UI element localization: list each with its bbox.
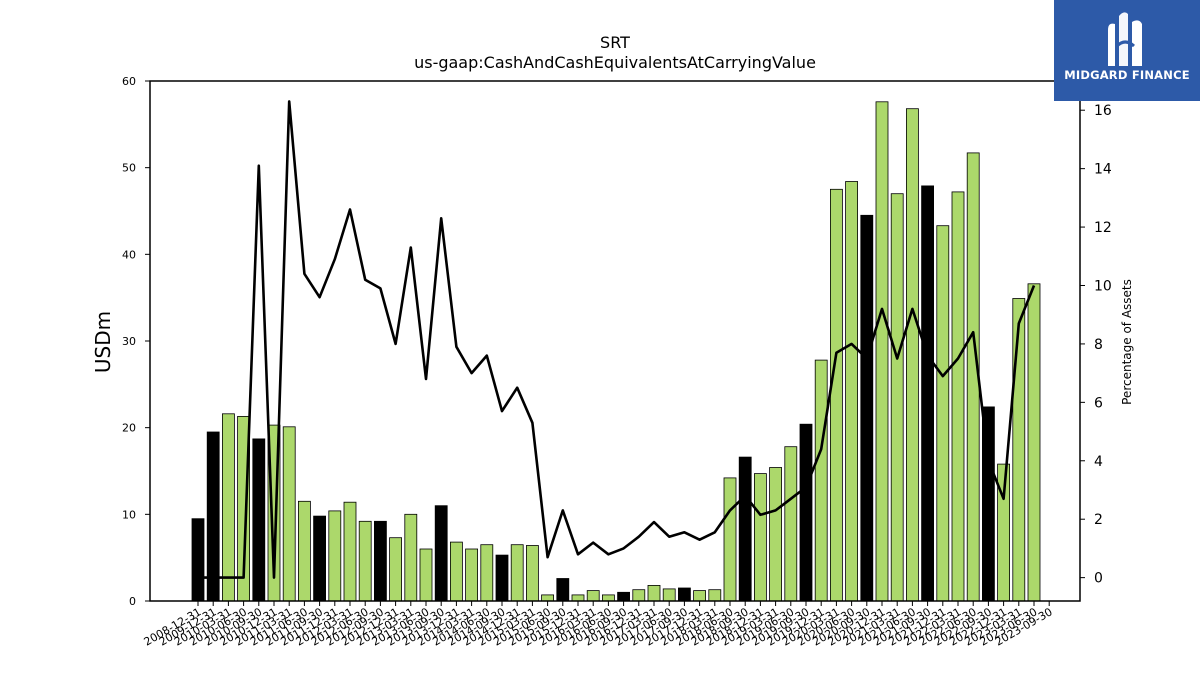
bar [495, 554, 509, 602]
y2-tick-label: 10 [1094, 278, 1112, 294]
bar [586, 590, 600, 602]
bar [617, 591, 630, 602]
logo-text: MIDGARD FINANCE [1064, 68, 1190, 82]
y2-tick-label: 12 [1094, 220, 1112, 236]
bar [693, 590, 706, 602]
bar [328, 510, 342, 602]
bar [754, 473, 767, 602]
bar [1012, 298, 1026, 602]
bar [921, 185, 934, 602]
bar [784, 446, 798, 602]
bar [602, 594, 615, 602]
bar [906, 108, 919, 602]
percentage-line [198, 100, 1036, 579]
y2-tick-label: 4 [1094, 454, 1103, 470]
y2-tick-label: 16 [1094, 103, 1112, 119]
bar [206, 431, 220, 602]
bar [449, 541, 463, 602]
y2-tick-label: 0 [1094, 571, 1103, 587]
bar [404, 513, 418, 602]
y-axis-right: 0 2 4 6 8 10 12 14 16 [1080, 103, 1112, 587]
bar [769, 467, 782, 602]
bar [860, 214, 874, 602]
midgard-logo-icon [1108, 12, 1142, 67]
bar [875, 101, 889, 602]
y2-axis-label: Percentage of Assets [1120, 279, 1134, 405]
bar [571, 594, 585, 602]
bar [389, 537, 403, 602]
bar [1027, 283, 1041, 602]
bar [799, 423, 813, 602]
y-tick-label: 20 [122, 422, 136, 435]
y2-tick-label: 8 [1094, 337, 1103, 353]
x-axis: 2008-12-312009-12-312010-03-312010-06-30… [142, 601, 1055, 649]
bar [678, 587, 691, 602]
bar [373, 520, 387, 602]
bar [662, 588, 676, 602]
bar [191, 518, 205, 602]
bar [632, 589, 646, 602]
y2-tick-label: 6 [1094, 395, 1103, 411]
y-axis-label: USDm [91, 311, 115, 373]
bar [419, 548, 433, 602]
y2-tick-label: 2 [1094, 512, 1103, 528]
bar [647, 585, 661, 602]
bar [343, 501, 357, 602]
y-tick-label: 60 [122, 75, 136, 88]
bar [830, 188, 843, 602]
bar [510, 544, 524, 602]
chart-title: SRT [600, 33, 630, 52]
bar [297, 500, 311, 602]
bar [434, 505, 448, 602]
percentage-line-series [198, 100, 1036, 579]
bar [358, 520, 372, 602]
bar [252, 438, 266, 602]
y2-tick-label: 14 [1094, 162, 1112, 178]
bar [738, 456, 752, 602]
bar [556, 578, 570, 602]
bar [526, 545, 539, 602]
bar [951, 191, 965, 602]
bar [541, 594, 554, 602]
bar [313, 515, 327, 602]
y-tick-label: 50 [122, 162, 136, 175]
bar [936, 225, 950, 602]
bar [890, 193, 904, 602]
y-tick-label: 0 [129, 595, 136, 608]
bar [814, 359, 828, 602]
bar [723, 477, 737, 602]
logo: MIDGARD FINANCE [1054, 0, 1200, 101]
y-tick-label: 10 [122, 508, 136, 521]
bar [708, 589, 722, 602]
bar [480, 544, 494, 602]
y-axis-left: 0 10 20 30 40 50 60 [122, 75, 150, 608]
chart-subtitle: us-gaap:CashAndCashEquivalentsAtCarrying… [414, 53, 816, 72]
y-tick-label: 30 [122, 335, 136, 348]
y-tick-label: 40 [122, 248, 136, 261]
bar [282, 426, 296, 602]
bar [845, 181, 858, 602]
bar [465, 548, 479, 602]
bar-series [191, 101, 1041, 602]
bar [221, 413, 235, 602]
